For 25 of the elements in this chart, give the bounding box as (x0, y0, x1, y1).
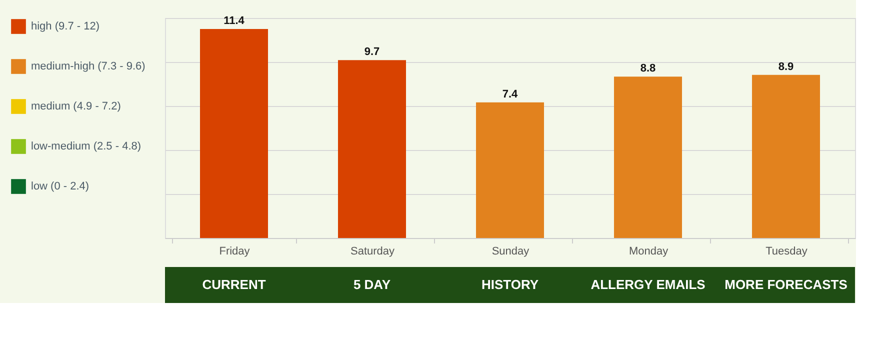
text: MORE FORECASTS (724, 277, 848, 292)
bar (752, 74, 820, 238)
x-tick-label: Tuesday (766, 246, 808, 258)
legend-label: high (9.7 - 12) (31, 20, 100, 32)
text: CURRENT (202, 277, 266, 292)
bar (614, 76, 682, 238)
legend-label: low-medium (2.5 - 4.8) (31, 140, 142, 152)
x-tick-label: Monday (628, 246, 669, 258)
data-label: 7.4 (502, 88, 519, 100)
text: HISTORY (481, 277, 539, 292)
x-tick-label: Saturday (350, 246, 396, 258)
x-tick-label: Sunday (492, 246, 530, 258)
data-label: 11.4 (224, 15, 246, 27)
data-label: 8.9 (778, 60, 794, 73)
bar (476, 102, 544, 238)
text: ALLERGY EMAILS (590, 277, 706, 292)
bar (338, 60, 406, 238)
x-tick-label: Friday (219, 246, 250, 258)
bar (200, 29, 268, 238)
legend-label: low (0 - 2.4) (31, 180, 90, 192)
legend-label: medium (4.9 - 7.2) (31, 100, 121, 112)
data-label: 9.7 (364, 46, 380, 58)
text: 5 DAY (353, 277, 391, 292)
data-label: 8.8 (640, 62, 656, 75)
legend-label: medium-high (7.3 - 9.6) (31, 60, 146, 72)
